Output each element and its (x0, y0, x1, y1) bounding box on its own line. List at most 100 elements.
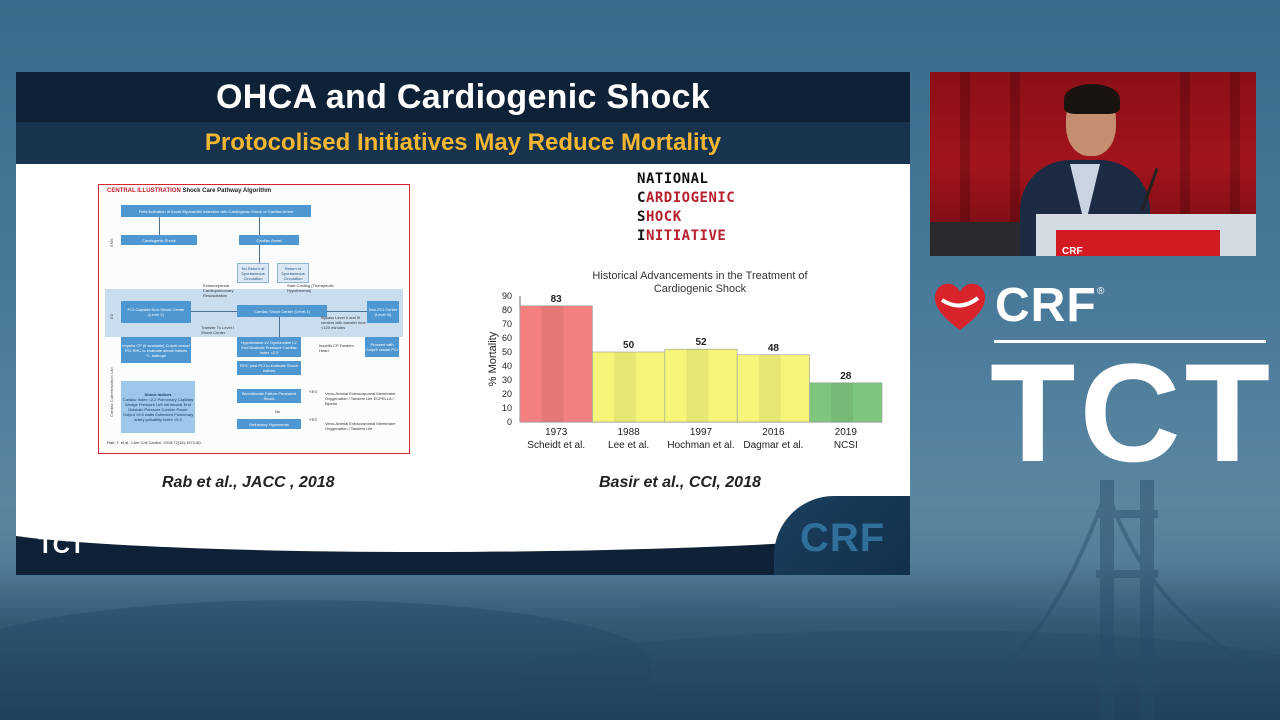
start-cooling-label: Start Cooling (Therapeutic Hypothermia) (287, 283, 334, 293)
bar (592, 351, 666, 423)
caption-rab: Rab et al., JACC , 2018 (162, 474, 335, 491)
connector (279, 317, 280, 337)
ecpr-label: Extracorporeal Cardiopulmonary Resuscita… (203, 283, 234, 298)
ncsi-logo-word: HOCK (645, 209, 682, 225)
ncsi-logo-initial: N (637, 171, 646, 187)
slide-subtitle-bar: Protocolised Initiatives May Reduce Mort… (16, 122, 910, 164)
x-tick-sublabel: Scheidt et al. (527, 440, 585, 451)
x-tick-label: 2016 (762, 427, 785, 438)
ncsi-logo-row: INITIATIVE (637, 227, 735, 246)
pci-center-box: PCI-Capable Non-Shock Center (Level 2) (121, 301, 191, 323)
x-tick-sublabel: NCSI (834, 440, 858, 451)
heart-icon (934, 283, 986, 330)
y-tick-label: 30 (502, 375, 512, 385)
yes-label: YES (309, 417, 318, 422)
non-pci-center-box: Non-PCI Center (Level III) (367, 301, 399, 323)
x-tick-sublabel: Dagmar et al. (743, 440, 803, 451)
connector (259, 245, 260, 263)
ncsi-logo-row: CARDIOGENIC (637, 189, 735, 208)
shock-center-box: Cardiac Shock Center (Level 1) (237, 305, 327, 317)
y-axis-label: % Mortality (487, 331, 499, 386)
ncsi-logo: NATIONAL CARDIOGENIC SHOCK INITIATIVE (637, 170, 735, 246)
y-tick-label: 20 (502, 389, 512, 399)
chart-title: Cardiogenic Shock (654, 283, 747, 295)
side-label-cath-lab: Cardiac Catheterization Lab (109, 367, 114, 417)
connector (159, 217, 160, 235)
podium-screen (1056, 230, 1220, 256)
brand-tct: TCT (990, 334, 1275, 491)
side-label-ed: ED (109, 313, 114, 319)
y-tick-label: 60 (502, 333, 512, 343)
bar-value-label: 52 (695, 337, 707, 348)
connector (327, 311, 367, 312)
figure-citation: Rab, T. et al. J Am Coll Cardiol. 2018;7… (107, 440, 202, 445)
no-label: No (275, 409, 281, 414)
curtain-fold (1010, 72, 1020, 256)
curtain-fold (960, 72, 970, 256)
no-return-box: No Return of Spontaneous Circulation (237, 263, 269, 283)
background-city (0, 560, 1280, 720)
shock-indices-box: Shock Indices Cardiac Index <2.2 Pulmonar… (121, 381, 195, 433)
caption-basir: Basir et al., CCI, 2018 (599, 474, 761, 491)
field-activation-box: Field Activation of Acute Myocardial Inf… (121, 205, 311, 217)
slide-crf-watermark: CRF (800, 516, 886, 560)
return-box: Return of Spontaneous Circulation (277, 263, 309, 283)
figure-title-label: CENTRAL ILLUSTRATION (107, 188, 181, 194)
bar (664, 348, 738, 423)
shock-indices-list: Cardiac Index <2.2 Pulmonary Capillary W… (122, 397, 194, 422)
refractory-hypoxemia-box: Refractory Hypoxemia (237, 419, 301, 429)
transfer-label: Transfer To Level I Shock Center (201, 325, 234, 335)
bar (809, 382, 883, 423)
x-tick-sublabel: Hochman et al. (667, 440, 734, 451)
ncsi-logo-word: ATIONAL (645, 171, 709, 187)
bar-value-label: 50 (623, 340, 635, 351)
x-tick-label: 1997 (690, 427, 713, 438)
proceed-pci-box: Proceed with Culprit vessel PCI (365, 337, 399, 357)
curtain-fold (1230, 72, 1240, 256)
bypass-label: Bypass Level II and III centers with tra… (321, 315, 366, 330)
presentation-slide: OHCA and Cardiogenic Shock Protocolised … (16, 72, 910, 575)
bar (519, 305, 593, 423)
ncsi-logo-initial: S (637, 209, 646, 225)
shock-care-pathway-figure: CENTRAL ILLUSTRATION Shock Care Pathway … (98, 184, 410, 454)
rhc-post-pci-box: RHC post PCI to evaluate Shock indices (237, 361, 301, 375)
figure-title-text: Shock Care Pathway Algorithm (182, 188, 272, 194)
chart-title: Historical Advancements in the Treatment… (592, 270, 808, 282)
x-tick-label: 1973 (545, 427, 568, 438)
cardiogenic-shock-box: Cardiogenic Shock (121, 235, 197, 245)
slide-tct-logo: ♥CRF TCT (38, 523, 85, 559)
ncsi-logo-row: SHOCK (637, 208, 735, 227)
impella-cp-label: Impella CP Tandem Heart (319, 343, 354, 353)
ncsi-logo-row: NATIONAL (637, 170, 735, 189)
ncsi-logo-word: NITIATIVE (645, 228, 727, 244)
slide-title-bar: OHCA and Cardiogenic Shock (16, 72, 910, 122)
y-tick-label: 50 (502, 347, 512, 357)
slide-title: OHCA and Cardiogenic Shock (216, 77, 710, 116)
slide-footer-curve (16, 492, 910, 552)
y-tick-label: 0 (507, 417, 512, 427)
bar (736, 354, 810, 423)
va-ecmo-label: Veno-Arterial Extracorporeal Membrane Ox… (325, 391, 396, 406)
registered-mark: ® (1097, 286, 1105, 297)
yes-label: YES (309, 389, 318, 394)
speaker-hair (1064, 84, 1120, 114)
slide-crf-block (774, 496, 910, 575)
x-tick-label: 2019 (835, 427, 858, 438)
y-tick-label: 80 (502, 305, 512, 315)
bar-value-label: 48 (768, 343, 780, 354)
side-label-ems: EMS (109, 238, 114, 247)
y-tick-label: 40 (502, 361, 512, 371)
podium-text: CRF (1062, 246, 1083, 256)
bar-shade (831, 382, 854, 422)
speaker-video: CRF (930, 72, 1256, 256)
cardiac-arrest-box: Cardiac Arrest (239, 235, 299, 245)
brand-divider (994, 340, 1266, 343)
figure-title: CENTRAL ILLUSTRATION Shock Care Pathway … (107, 188, 271, 194)
impella-culprit-box: Impella CP (if available) Culprit vessel… (121, 337, 191, 363)
bar-value-label: 83 (551, 294, 563, 305)
x-tick-label: 1988 (617, 427, 640, 438)
x-tick-sublabel: Lee et al. (608, 440, 649, 451)
slide-logo-tct: TCT (38, 532, 85, 559)
hypotension-box: Hypotension LV Dysfunction LV End Diasto… (237, 337, 301, 357)
ncsi-logo-initial: I (637, 228, 646, 244)
